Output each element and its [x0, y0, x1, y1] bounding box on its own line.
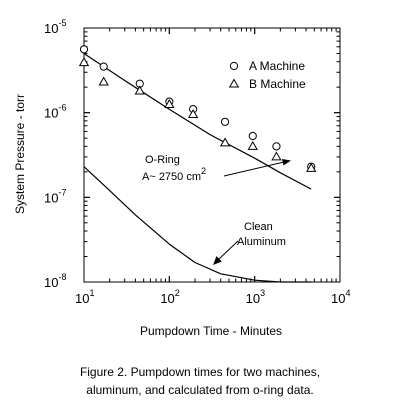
- b-machine-point: [271, 151, 282, 161]
- x-axis-label: Pumpdown Time - Minutes: [140, 324, 282, 338]
- annotation-oring-exponent: 2: [201, 166, 206, 176]
- annotation-clean-pointer: [218, 240, 239, 260]
- caption-line-1: Figure 2. Pumpdown times for two machine…: [79, 365, 321, 379]
- a-machine-point: [99, 62, 108, 71]
- legend: A Machine B Machine: [228, 59, 306, 91]
- annotation-oring-area: A~ 2750 cm: [142, 171, 201, 183]
- annotation-clean-arrowhead: [213, 256, 222, 265]
- pressure-chart: 101 102 103 104 10-8 10-7 10-6 10-5 A Machine …: [13, 18, 350, 338]
- a-machine-point: [272, 142, 281, 151]
- b-machine-point: [219, 137, 231, 147]
- b-machine-point: [78, 57, 90, 67]
- y-tick-label: 10-7: [44, 187, 66, 205]
- b-machine-point: [187, 109, 199, 119]
- x-tick-label: 103: [246, 288, 265, 306]
- b-machine-point: [247, 140, 258, 150]
- curves-layer: [83, 53, 312, 283]
- annotation-oring-arrowhead: [282, 159, 291, 166]
- b-machine-point: [134, 85, 145, 95]
- clean-aluminum-line: [83, 166, 312, 283]
- annotation-oring: O-Ring A~ 2750 cm2: [142, 154, 291, 183]
- annotation-clean-line2: Aluminum: [237, 236, 286, 248]
- annotation-clean-line1: Clean: [244, 221, 273, 233]
- b-machine-point: [164, 98, 175, 108]
- y-tick-label: 10-6: [44, 103, 66, 121]
- annotation-oring-line2: A~ 2750 cm2: [142, 166, 206, 183]
- a-machine-point: [248, 131, 257, 141]
- markers-layer: [78, 45, 317, 172]
- y-tick-label: 10-5: [44, 18, 66, 36]
- figure-caption: Figure 2. Pumpdown times for two machine…: [0, 363, 400, 399]
- caption-line-2: aluminum, and calculated from o-ring dat…: [86, 383, 314, 397]
- legend-circle-marker: [229, 61, 239, 71]
- b-machine-point: [98, 76, 109, 86]
- x-tick-label: 102: [160, 288, 179, 306]
- x-tick-label: 104: [331, 288, 350, 306]
- y-axis-label: System Pressure - torr: [13, 94, 27, 214]
- annotation-clean: Clean Aluminum: [213, 221, 286, 265]
- a-machine-point: [79, 45, 89, 54]
- plot-frame: [83, 27, 341, 283]
- x-tick-label: 101: [75, 288, 94, 306]
- b-machine-point: [306, 162, 317, 172]
- oring-calculated-line: [83, 53, 312, 190]
- x-tick-labels: 101 102 103 104: [75, 288, 350, 306]
- annotation-oring-line1: O-Ring: [145, 154, 180, 166]
- annotation-oring-pointer: [223, 161, 285, 177]
- y-tick-labels: 10-8 10-7 10-6 10-5: [44, 18, 66, 290]
- legend-label-a: A Machine: [249, 59, 305, 73]
- legend-label-b: B Machine: [249, 77, 306, 91]
- a-machine-point: [220, 117, 230, 126]
- legend-triangle-marker: [228, 78, 240, 88]
- y-tick-label: 10-8: [44, 272, 66, 290]
